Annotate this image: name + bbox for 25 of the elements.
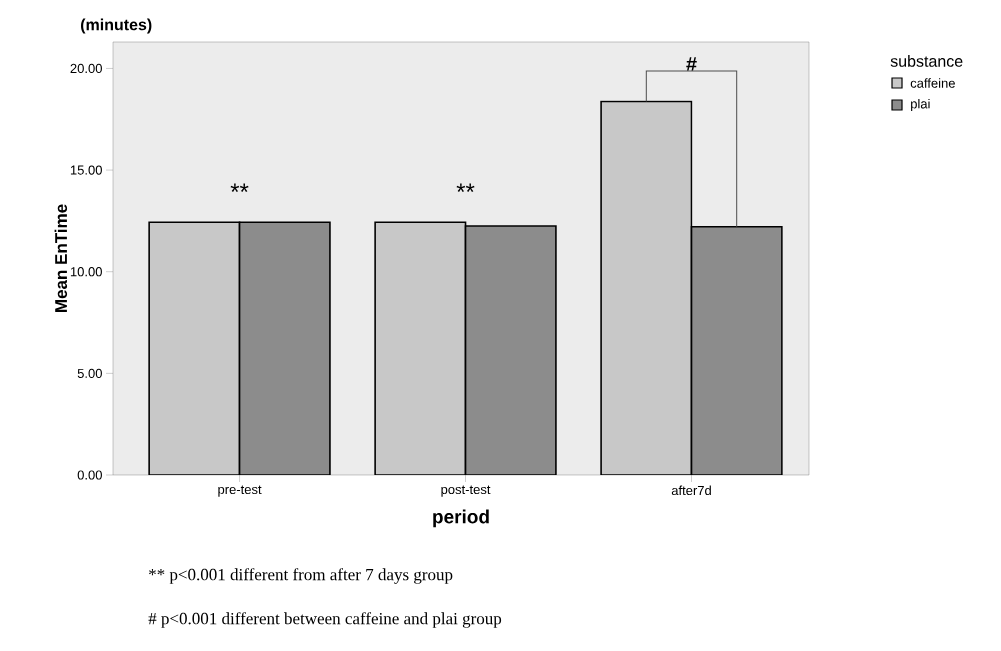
bar [600,100,693,475]
y-tick-label: 10.00 [70,267,102,277]
bar [239,222,330,475]
annotation: ** [230,183,249,192]
annotation: # [686,57,697,71]
bar [149,222,240,475]
annotation: ** [456,183,475,192]
x-tick-label: after7d [671,485,711,496]
y-tick-label: 0.00 [77,470,102,480]
y-tick-label: 5.00 [77,368,102,378]
x-tick-label: pre-test [218,485,262,497]
bar [464,225,557,475]
text: (minutes) [81,18,152,34]
y-tick-label: 15.00 [70,165,102,175]
text: # p<0.001 different between caffeine and plai group [148,612,502,628]
legend-label: plai [911,98,930,112]
bar [374,221,467,475]
y-axis-title: Mean EnTime [54,204,68,312]
bar [690,225,783,475]
text: ** p<0.001 different from after 7 days group [149,568,453,584]
x-tick-label: post-test [441,485,491,497]
legend-label: caffeine [910,78,955,88]
legend-title: substance [890,55,963,67]
y-tick-label: 20.00 [70,63,102,74]
x-axis-title: period [433,509,489,528]
